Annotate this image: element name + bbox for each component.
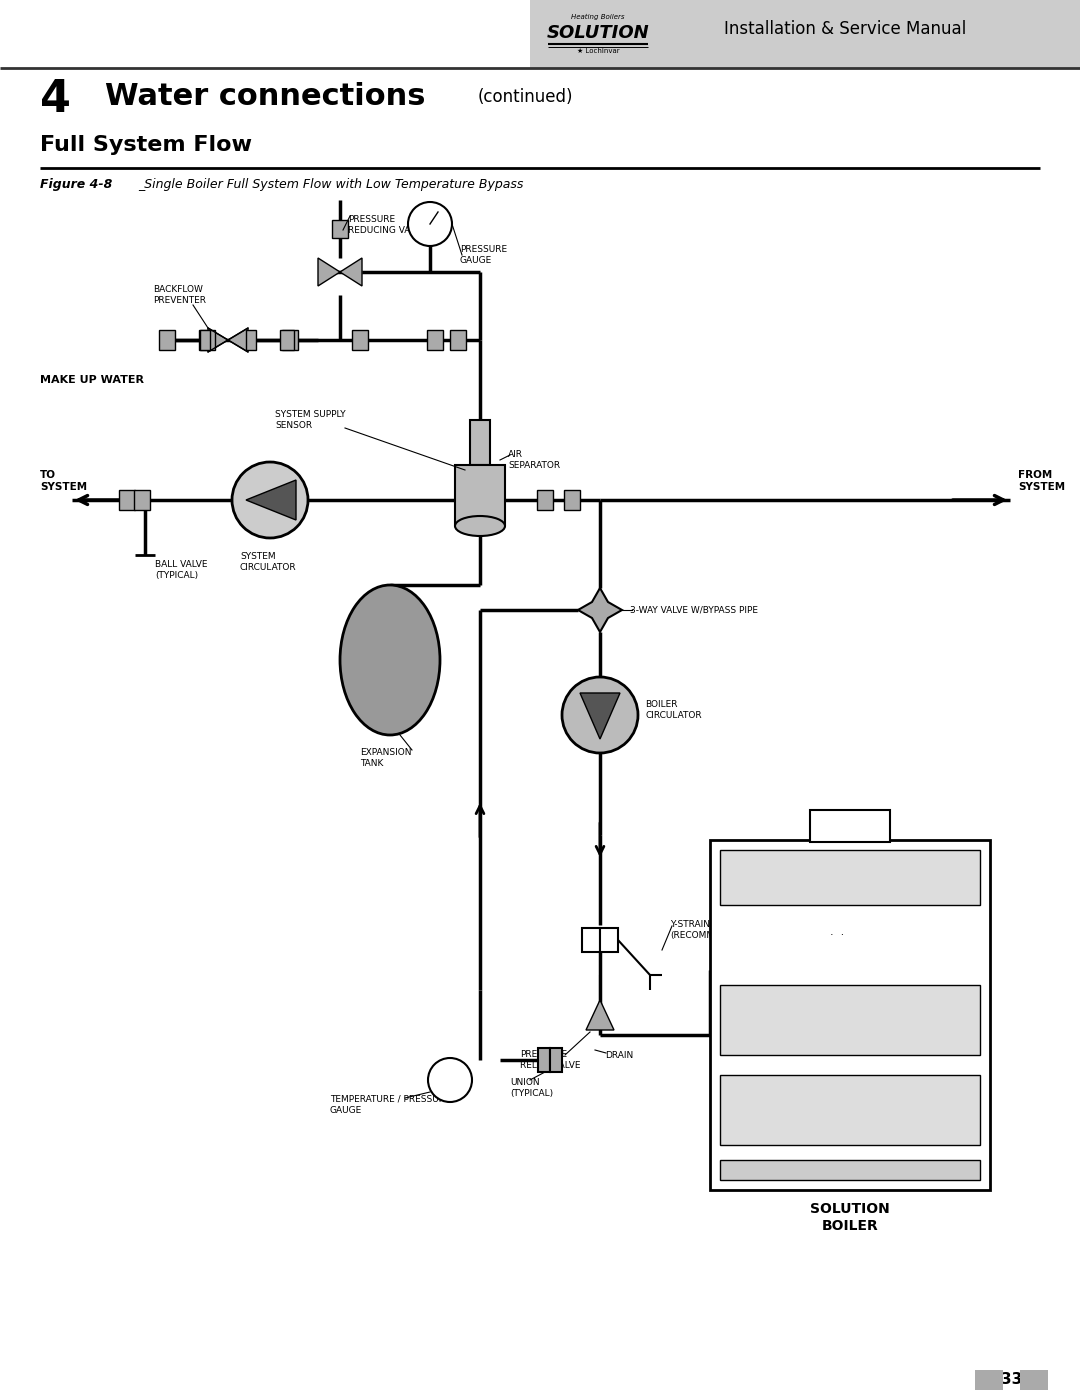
Bar: [427, 330, 443, 351]
Text: BACKFLOW
PREVENTER: BACKFLOW PREVENTER: [153, 285, 206, 305]
Text: SOLUTION
BOILER: SOLUTION BOILER: [810, 1201, 890, 1234]
Text: EXPANSION
TANK: EXPANSION TANK: [360, 747, 411, 768]
Bar: [600, 928, 618, 951]
Bar: [470, 420, 490, 465]
Bar: [537, 490, 553, 510]
Bar: [159, 330, 175, 351]
Text: MAKE UP WATER: MAKE UP WATER: [40, 374, 144, 386]
Text: TO
SYSTEM: TO SYSTEM: [40, 469, 87, 492]
Text: SOLUTION: SOLUTION: [546, 24, 649, 42]
Text: PRESSURE
REDUCING VALVE: PRESSURE REDUCING VALVE: [348, 215, 427, 235]
Text: Figure 4-8: Figure 4-8: [40, 177, 112, 191]
Bar: [720, 1076, 980, 1146]
Text: AIR
SEPARATOR: AIR SEPARATOR: [508, 450, 561, 471]
Text: SYSTEM SUPPLY
SENSOR: SYSTEM SUPPLY SENSOR: [275, 409, 346, 430]
Text: FROM
SYSTEM: FROM SYSTEM: [1018, 469, 1065, 492]
Text: BALL VALVE
(TYPICAL): BALL VALVE (TYPICAL): [156, 560, 207, 580]
Bar: [975, 1370, 1003, 1390]
Bar: [450, 330, 465, 351]
Text: 33: 33: [1001, 1372, 1023, 1387]
Bar: [282, 330, 298, 351]
Bar: [332, 219, 348, 237]
Bar: [538, 1048, 550, 1071]
Text: (continued): (continued): [478, 88, 573, 106]
Text: Full System Flow: Full System Flow: [40, 136, 252, 155]
Bar: [199, 330, 215, 351]
Bar: [810, 810, 890, 842]
Bar: [200, 330, 210, 351]
Bar: [119, 490, 135, 510]
Bar: [280, 330, 294, 351]
Polygon shape: [246, 481, 296, 520]
Text: Y-STRAINER
(RECOMMENDED): Y-STRAINER (RECOMMENDED): [670, 921, 750, 940]
Text: ·  ·: · ·: [831, 930, 845, 940]
Circle shape: [592, 602, 608, 617]
Bar: [564, 490, 580, 510]
Text: PRESSURE
RELIEF VALVE: PRESSURE RELIEF VALVE: [519, 1051, 581, 1070]
Ellipse shape: [455, 515, 505, 536]
Polygon shape: [586, 1000, 615, 1030]
Bar: [352, 330, 368, 351]
Polygon shape: [578, 588, 622, 631]
Polygon shape: [340, 258, 362, 286]
Text: 4: 4: [40, 78, 71, 122]
Text: TEMPERATURE / PRESSURE
GAUGE: TEMPERATURE / PRESSURE GAUGE: [330, 1095, 450, 1115]
Bar: [246, 330, 256, 351]
Polygon shape: [580, 693, 620, 739]
Text: Installation & Service Manual: Installation & Service Manual: [724, 20, 967, 38]
Bar: [720, 849, 980, 905]
Polygon shape: [318, 258, 340, 286]
Circle shape: [428, 1058, 472, 1102]
Polygon shape: [208, 328, 248, 352]
Ellipse shape: [340, 585, 440, 735]
Bar: [530, 0, 1080, 68]
Circle shape: [232, 462, 308, 538]
Bar: [720, 985, 980, 1055]
Bar: [134, 490, 150, 510]
Text: Heating Boilers: Heating Boilers: [571, 14, 624, 20]
Text: PRESSURE
GAUGE: PRESSURE GAUGE: [460, 244, 508, 265]
Bar: [720, 1160, 980, 1180]
Text: BOILER
CIRCULATOR: BOILER CIRCULATOR: [645, 700, 702, 719]
Bar: [1020, 1370, 1048, 1390]
Text: Water connections: Water connections: [105, 82, 426, 110]
Circle shape: [408, 203, 453, 246]
Text: SYSTEM
CIRCULATOR: SYSTEM CIRCULATOR: [240, 552, 297, 573]
Bar: [710, 840, 990, 1190]
Text: 3-WAY VALVE W/BYPASS PIPE: 3-WAY VALVE W/BYPASS PIPE: [630, 605, 758, 615]
Circle shape: [562, 678, 638, 753]
Text: UNION
(TYPICAL): UNION (TYPICAL): [510, 1078, 553, 1098]
Bar: [550, 1048, 562, 1071]
Text: DRAIN: DRAIN: [605, 1051, 633, 1059]
Text: ★ Lochinvar: ★ Lochinvar: [577, 47, 619, 54]
Bar: [582, 928, 600, 951]
Bar: [455, 465, 505, 525]
Text: _Single Boiler Full System Flow with Low Temperature Bypass: _Single Boiler Full System Flow with Low…: [138, 177, 524, 191]
